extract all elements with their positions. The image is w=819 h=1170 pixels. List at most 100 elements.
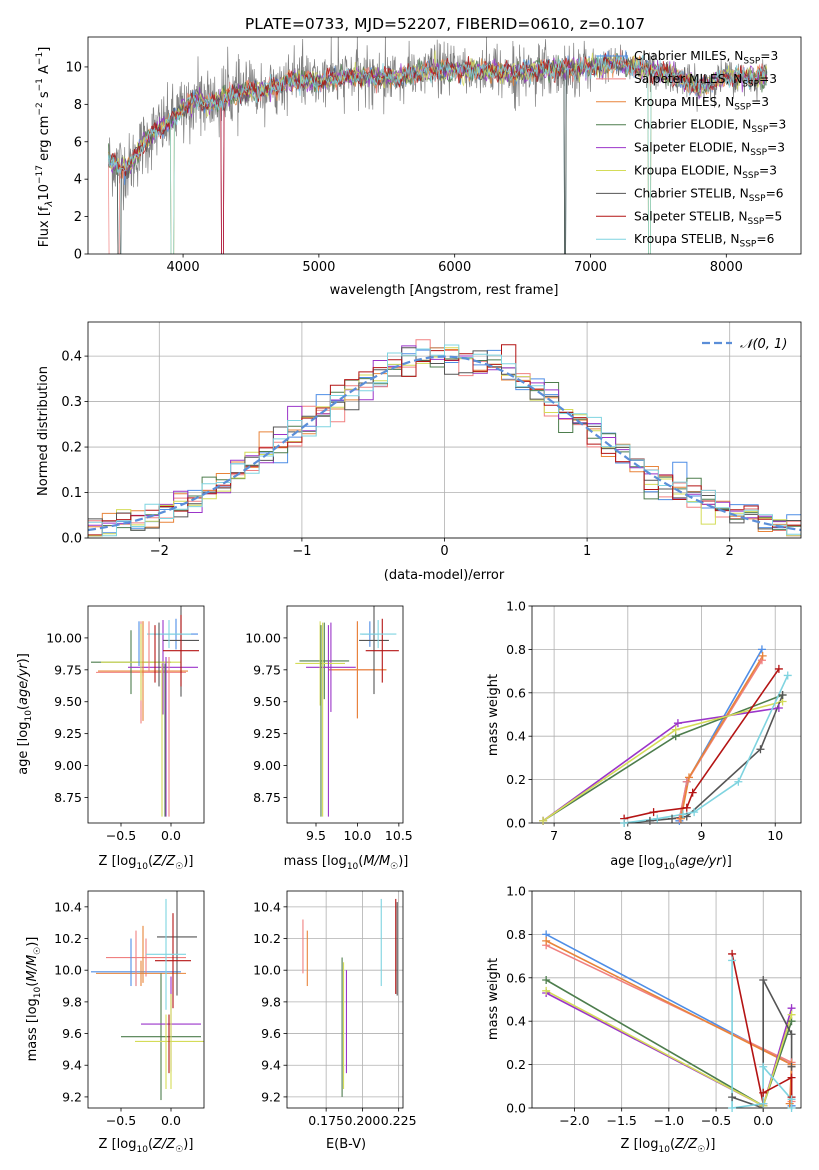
legend-label: Salpeter MILES, NSSP=3	[634, 72, 777, 90]
mass-weight-marker	[653, 814, 662, 823]
y-tick-label: 10.2	[54, 931, 82, 946]
plot-area	[302, 898, 398, 1097]
mass-weight-line	[731, 953, 793, 1104]
y-tick-label: 10	[65, 60, 82, 75]
mass-weight-marker	[787, 1030, 796, 1039]
y-tick-label: 4	[74, 173, 82, 188]
y-tick-label: 10.4	[54, 899, 82, 914]
massweight-vs-metallicity-plot: −2.0 −1.5 −1.0 −0.5 0.0 0.0 0.2 0.4 0.6 0.8 1.0	[506, 884, 802, 1128]
x-tick-label: 5000	[302, 260, 335, 275]
y-tick-label: 0.2	[506, 1057, 526, 1072]
y-tick-label: 2	[74, 210, 82, 225]
plot-area	[542, 649, 789, 823]
residual-panel: −2 −1 0 1 2 0.0 0.1 0.2 0.3 0.4 𝒩(0, 1) (data-mode…	[36, 321, 802, 583]
y-tick-label: 0.2	[61, 441, 82, 456]
axes-frame	[531, 890, 802, 1109]
mass-weight-marker	[649, 808, 658, 817]
mass-weight-marker	[759, 1088, 768, 1097]
y-tick-label: 9.6	[62, 1026, 82, 1041]
y-tick-label: 0.6	[506, 685, 526, 700]
mass-weight-marker	[684, 773, 693, 782]
normal-curve	[88, 355, 801, 532]
x-tick-label: 2	[726, 544, 734, 559]
legend-label-subscript: SSP	[734, 102, 751, 112]
y-tick-label: 8.75	[253, 790, 281, 805]
x-tick-label: 0.225	[381, 1113, 417, 1128]
mass-weight-marker	[728, 956, 737, 965]
mass-weight-line	[731, 960, 793, 1108]
mass-weight-marker	[787, 1062, 796, 1071]
mass-weight-marker	[645, 816, 654, 825]
axes-frame	[87, 605, 205, 824]
y-tick-label: 8	[74, 98, 82, 113]
y-tick-label: 10.00	[245, 630, 281, 645]
x-tick-label: 0.200	[345, 1113, 381, 1128]
x-tick-label: −0.5	[701, 1113, 731, 1128]
mwAge-xlabel: age [log10(age/yr)]	[610, 854, 732, 872]
legend-label-value: =3	[751, 95, 769, 109]
massZ-xlabel: Z [log10(Z/Z☉)]	[99, 1137, 194, 1155]
x-tick-label: 9	[698, 828, 706, 843]
y-tick-label: 9.75	[253, 662, 281, 677]
y-tick-label: 0.4	[506, 1014, 526, 1029]
y-tick-label: 9.2	[62, 1089, 82, 1104]
figure-title: PLATE=0733, MJD=52207, FIBERID=0610, z=0…	[245, 15, 645, 33]
mass-weight-marker	[539, 816, 548, 825]
y-tick-label: 9.00	[54, 758, 82, 773]
massweight-vs-age-plot: 7 8 9 10 0.0 0.2 0.4 0.6 0.8 1.0	[506, 599, 802, 843]
axes-frame	[286, 890, 404, 1109]
y-tick-label: 0.3	[61, 395, 82, 410]
x-tick-label: 1	[583, 544, 591, 559]
legend-label: Kroupa ELODIE, NSSP=3	[634, 164, 777, 182]
legend-label: Chabrier STELIB, NSSP=6	[634, 186, 784, 204]
mass-weight-marker	[620, 819, 629, 827]
mass-weight-line	[624, 694, 784, 823]
x-tick-label: 7000	[574, 260, 607, 275]
x-tick-label: 8000	[710, 260, 743, 275]
mass-weight-marker	[758, 651, 767, 660]
x-tick-label: −1.5	[606, 1113, 636, 1128]
grid-layer	[532, 890, 801, 1109]
y-tick-label: 0.2	[506, 772, 526, 787]
ageZ-xlabel: Z [log10(Z/Z☉)]	[99, 854, 194, 872]
legend-label-value: =5	[764, 209, 782, 223]
legend-label-value: =6	[756, 232, 774, 246]
legend-label-subscript: SSP	[751, 125, 768, 135]
mass-weight-marker	[787, 1095, 796, 1104]
x-tick-label: 4000	[167, 260, 200, 275]
mass-weight-marker	[542, 986, 551, 995]
mass-weight-marker	[774, 703, 783, 712]
x-tick-label: 10.0	[344, 828, 372, 843]
y-tick-label: 9.50	[54, 694, 82, 709]
plot-area	[91, 891, 204, 1101]
ageMass-xlabel: mass [log10(M/M☉)]	[284, 854, 409, 872]
y-tick-label: 10.4	[253, 899, 281, 914]
x-tick-label: 0.0	[161, 828, 181, 843]
legend-label-subscript: SSP	[750, 148, 767, 158]
x-tick-label: 0	[440, 544, 448, 559]
y-tick-label: 0.0	[506, 1101, 526, 1116]
y-tick-label: 0.0	[61, 532, 82, 547]
y-tick-label: 0.8	[506, 642, 526, 657]
y-tick-label: 1.0	[506, 599, 526, 614]
spectrum-model-line	[108, 54, 768, 254]
grid-layer	[532, 605, 801, 824]
axes-layer: 7 8 9 10 0.0 0.2 0.4 0.6 0.8 1.0	[506, 599, 802, 843]
ageZ-ylabel: age [log10(age/yr)]	[16, 653, 34, 775]
mwAge-ylabel: mass weight	[486, 674, 501, 756]
y-tick-label: 9.4	[261, 1058, 281, 1073]
y-tick-label: 0.0	[506, 816, 526, 831]
y-tick-label: 0.1	[61, 486, 82, 501]
mass-weight-marker	[759, 1099, 768, 1108]
legend-label: Kroupa STELIB, NSSP=6	[634, 232, 774, 250]
axes-layer: −2.0 −1.5 −1.0 −0.5 0.0 0.0 0.2 0.4 0.6 0.8 1.0	[506, 884, 802, 1128]
mass-weight-marker	[757, 656, 766, 665]
spectrum-legend: Chabrier MILES, NSSP=3 Salpeter MILES, NS…	[596, 49, 786, 250]
legend-label-subscript: SSP	[747, 217, 764, 227]
mass-weight-marker	[787, 1104, 796, 1112]
axes-layer: −0.5 0.0 9.2 9.4 9.6 9.8 10.0 10.2 10.4	[54, 890, 205, 1128]
y-tick-label: 9.25	[54, 726, 82, 741]
y-tick-label: 0.8	[506, 927, 526, 942]
y-tick-label: 0.6	[506, 970, 526, 985]
legend-label-value: =3	[759, 164, 777, 178]
